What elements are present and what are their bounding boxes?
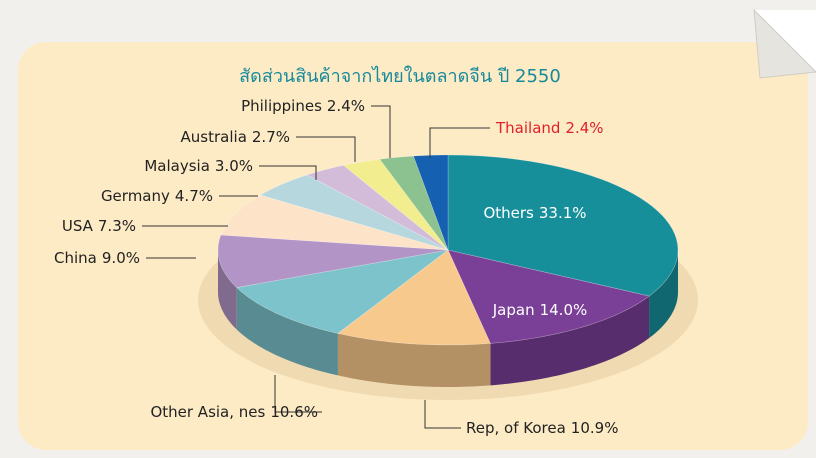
slice-label: Malaysia 3.0% (144, 157, 253, 175)
label-value: 33.1% (539, 204, 587, 222)
label-name: Other Asia, nes (150, 403, 265, 421)
leader-line (259, 165, 317, 180)
slice-label: Others 33.1% (483, 204, 586, 222)
slice-side (490, 296, 650, 386)
label-value: 3.0% (215, 157, 253, 175)
slice (447, 154, 679, 297)
slice-side (337, 333, 491, 387)
slice-label: Australia 2.7% (181, 128, 290, 146)
label-name: Malaysia (144, 157, 210, 175)
slice-label: Other Asia, nes 10.6% (150, 403, 318, 421)
slice-label: Germany 4.7% (101, 187, 213, 205)
slice-label: Japan 14.0% (492, 301, 588, 319)
label-name: Germany (101, 187, 170, 205)
label-name: Others (483, 204, 534, 222)
slice-side (218, 250, 237, 330)
label-value: 2.4% (327, 97, 365, 115)
label-name: USA (62, 217, 94, 235)
fold-flap (753, 8, 816, 79)
slice-label: Thailand 2.4% (495, 119, 604, 137)
slice (259, 174, 449, 251)
label-value: 2.4% (565, 119, 603, 137)
label-name: Japan (492, 301, 535, 319)
slice (306, 165, 449, 251)
slice (217, 234, 449, 288)
slice-label: Philippines 2.4% (241, 97, 365, 115)
label-value: 10.9% (571, 419, 619, 437)
leader-line (429, 127, 490, 158)
slice (220, 194, 449, 251)
label-value: 7.3% (98, 217, 136, 235)
slice (343, 158, 449, 251)
leader-line (296, 136, 356, 162)
label-value: 2.7% (252, 128, 290, 146)
slice-side (236, 287, 338, 376)
label-name: Philippines (241, 97, 322, 115)
slice-label: China 9.0% (54, 249, 140, 267)
chart-title: สัดส่วนสินค้าจากไทยในตลาดจีน ปี 2550 (239, 65, 561, 87)
slice-label: USA 7.3% (62, 217, 136, 235)
label-name: China (54, 249, 97, 267)
slice (337, 249, 491, 346)
leader-line (274, 375, 322, 413)
label-value: 9.0% (102, 249, 140, 267)
label-name: Australia (181, 128, 247, 146)
label-value: 4.7% (175, 187, 213, 205)
slice (413, 154, 449, 251)
label-name: Thailand (495, 119, 560, 137)
label-name: Rep, of Korea (466, 419, 566, 437)
label-value: 10.6% (270, 403, 318, 421)
slice-label: Rep, of Korea 10.9% (466, 419, 618, 437)
slice (379, 155, 449, 251)
leader-line (371, 105, 391, 158)
slice (447, 249, 650, 344)
slice-side (649, 250, 678, 339)
leader-line (424, 400, 461, 429)
slice (236, 249, 449, 334)
label-value: 14.0% (540, 301, 588, 319)
